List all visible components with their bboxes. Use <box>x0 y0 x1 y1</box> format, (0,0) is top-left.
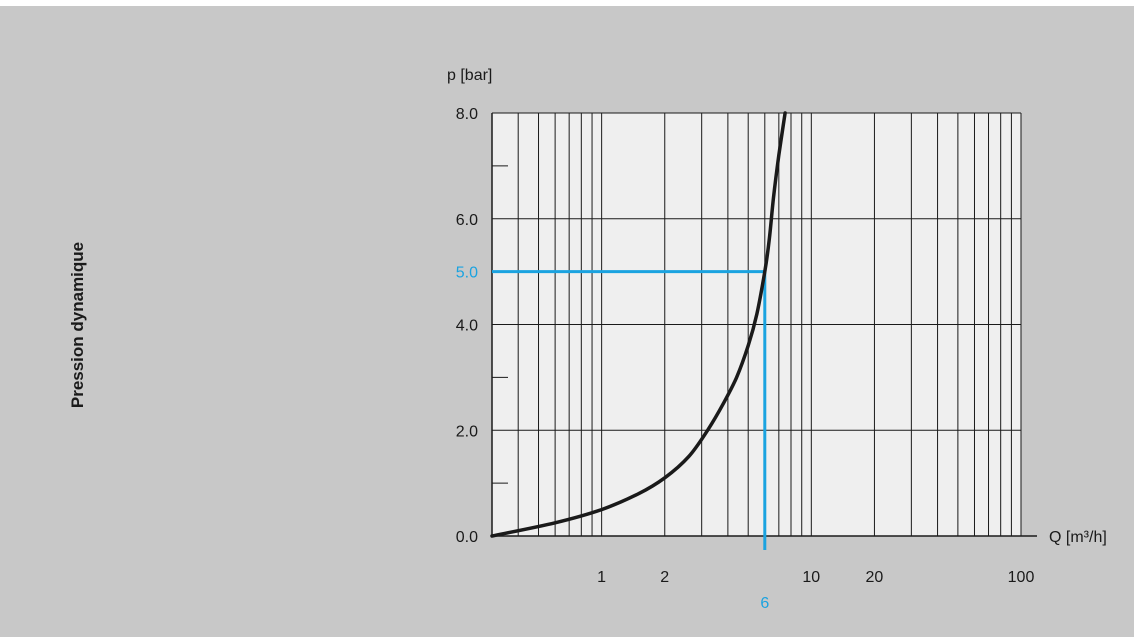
x-tick-label: 2 <box>660 569 669 586</box>
series-line <box>490 111 787 538</box>
y-tick-label: 4.0 <box>456 318 478 335</box>
highlight-y-label: 5.0 <box>456 265 478 282</box>
tick-labels: 0.0 2.0 4.0 6.0 8.0 1 2 10 20 100 <box>456 106 1035 586</box>
x-tick-label: 100 <box>1008 569 1035 586</box>
x-tick-label: 1 <box>597 569 606 586</box>
highlight-x-label: 6 <box>760 595 769 612</box>
y-tick-label: 2.0 <box>456 423 478 440</box>
y-tick-label: 0.0 <box>456 529 478 546</box>
series <box>490 111 787 538</box>
x-tick-label: 10 <box>802 569 820 586</box>
highlight-marker: 5.06 <box>456 265 770 612</box>
x-tick-label: 20 <box>866 569 884 586</box>
y-tick-label: 8.0 <box>456 106 478 123</box>
y-axis-label: p [bar] <box>447 67 492 84</box>
y-tick-label: 6.0 <box>456 212 478 229</box>
x-axis-label: Q [m³/h] <box>1049 529 1107 546</box>
